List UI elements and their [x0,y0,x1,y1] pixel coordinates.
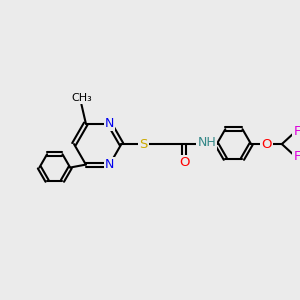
Text: F: F [293,150,300,163]
Text: CH₃: CH₃ [71,93,92,103]
Text: F: F [293,125,300,138]
Text: NH: NH [197,136,216,149]
Text: N: N [105,117,114,130]
Text: S: S [140,138,148,151]
Text: O: O [261,138,272,151]
Text: N: N [105,158,114,171]
Text: O: O [179,156,189,169]
